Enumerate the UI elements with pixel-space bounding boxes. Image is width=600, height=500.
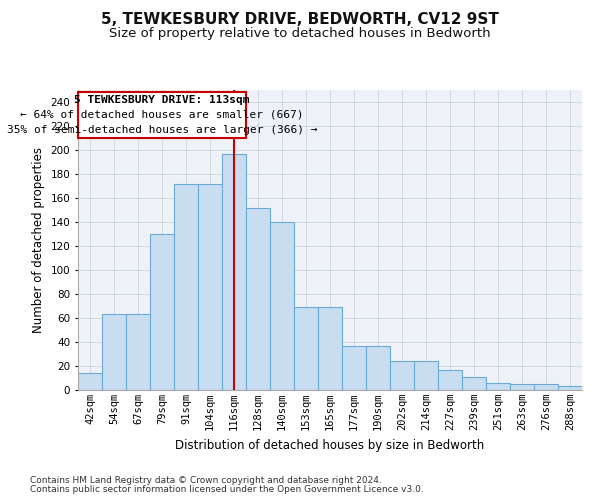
Bar [294,307,318,390]
Bar [558,386,582,390]
Bar [510,384,534,390]
Text: Size of property relative to detached houses in Bedworth: Size of property relative to detached ho… [109,28,491,40]
Text: Contains HM Land Registry data © Crown copyright and database right 2024.: Contains HM Land Registry data © Crown c… [30,476,382,485]
Bar [198,184,222,390]
Bar [246,208,270,390]
Bar [222,154,246,390]
Bar [390,361,414,390]
Text: ← 64% of detached houses are smaller (667): ← 64% of detached houses are smaller (66… [20,110,304,120]
Bar [174,184,198,390]
Bar [318,307,342,390]
Bar [534,384,558,390]
Bar [462,377,486,390]
Bar [438,370,462,390]
Bar [486,383,510,390]
Bar [102,314,126,390]
Bar [150,234,174,390]
Y-axis label: Number of detached properties: Number of detached properties [32,147,45,333]
Text: Contains public sector information licensed under the Open Government Licence v3: Contains public sector information licen… [30,485,424,494]
X-axis label: Distribution of detached houses by size in Bedworth: Distribution of detached houses by size … [175,438,485,452]
Bar [414,361,438,390]
Text: 5, TEWKESBURY DRIVE, BEDWORTH, CV12 9ST: 5, TEWKESBURY DRIVE, BEDWORTH, CV12 9ST [101,12,499,28]
Bar [78,373,102,390]
Bar [366,346,390,390]
Text: 5 TEWKESBURY DRIVE: 113sqm: 5 TEWKESBURY DRIVE: 113sqm [74,95,250,105]
Bar [126,314,150,390]
Bar [270,222,294,390]
Text: 35% of semi-detached houses are larger (366) →: 35% of semi-detached houses are larger (… [7,125,317,135]
Bar [342,346,366,390]
